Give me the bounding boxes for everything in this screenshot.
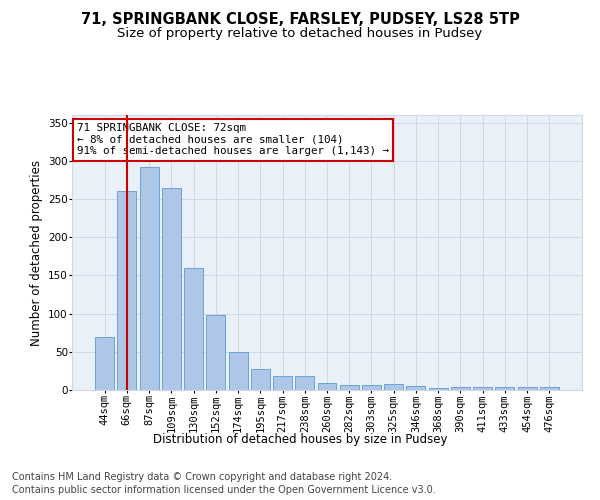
- Bar: [162, 188, 181, 390]
- Bar: [118, 192, 136, 390]
- Text: Distribution of detached houses by size in Pudsey: Distribution of detached houses by size …: [153, 432, 447, 446]
- Text: Contains HM Land Registry data © Crown copyright and database right 2024.: Contains HM Land Registry data © Crown c…: [12, 472, 392, 482]
- Bar: [473, 387, 492, 390]
- Bar: [518, 387, 536, 390]
- Bar: [184, 268, 203, 390]
- Text: Contains public sector information licensed under the Open Government Licence v3: Contains public sector information licen…: [12, 485, 436, 495]
- Text: Size of property relative to detached houses in Pudsey: Size of property relative to detached ho…: [118, 28, 482, 40]
- Bar: [295, 376, 314, 390]
- Bar: [251, 368, 270, 390]
- Y-axis label: Number of detached properties: Number of detached properties: [29, 160, 43, 346]
- Bar: [340, 384, 359, 390]
- Bar: [540, 387, 559, 390]
- Bar: [384, 384, 403, 390]
- Bar: [95, 336, 114, 390]
- Bar: [206, 315, 225, 390]
- Bar: [317, 383, 337, 390]
- Bar: [273, 376, 292, 390]
- Bar: [229, 352, 248, 390]
- Bar: [451, 387, 470, 390]
- Bar: [406, 386, 425, 390]
- Text: 71 SPRINGBANK CLOSE: 72sqm
← 8% of detached houses are smaller (104)
91% of semi: 71 SPRINGBANK CLOSE: 72sqm ← 8% of detac…: [77, 123, 389, 156]
- Text: 71, SPRINGBANK CLOSE, FARSLEY, PUDSEY, LS28 5TP: 71, SPRINGBANK CLOSE, FARSLEY, PUDSEY, L…: [80, 12, 520, 28]
- Bar: [140, 167, 158, 390]
- Bar: [362, 384, 381, 390]
- Bar: [496, 387, 514, 390]
- Bar: [429, 388, 448, 390]
